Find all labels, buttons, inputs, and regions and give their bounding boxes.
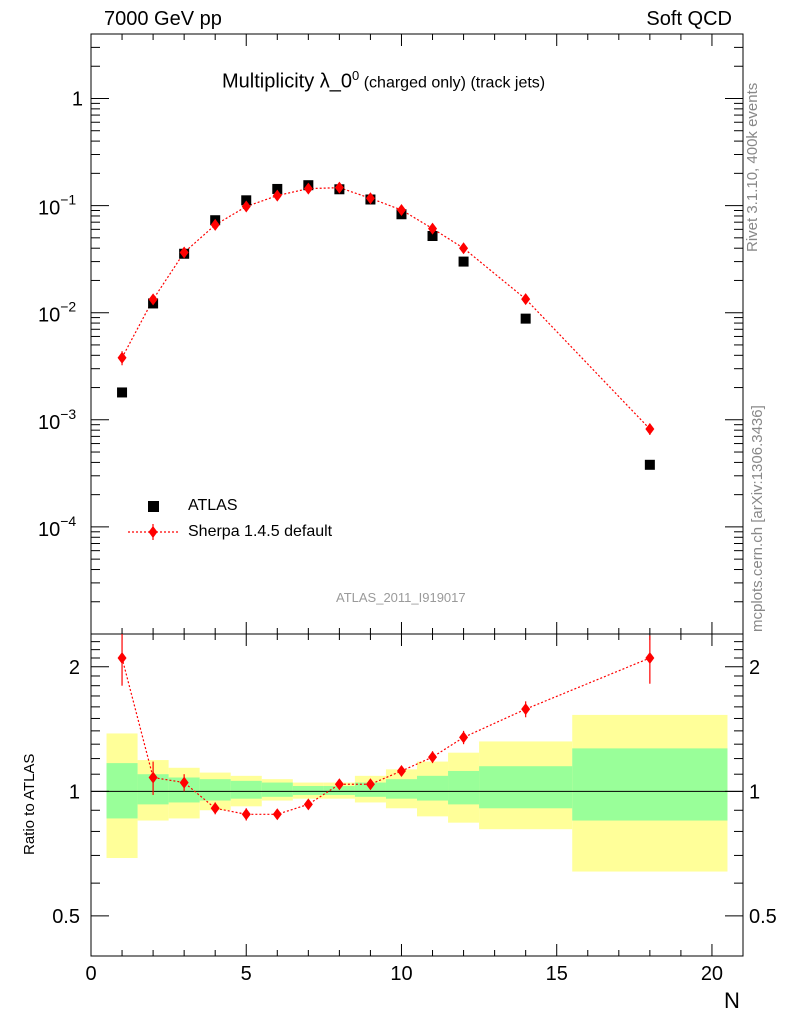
x-tick-label: 15 — [546, 963, 568, 985]
sherpa-point — [365, 192, 375, 205]
legend-sherpa-label: Sherpa 1.4.5 default — [188, 523, 333, 540]
ratio-band-inner — [323, 786, 355, 795]
title-main: Multiplicity λ_0 — [222, 70, 353, 93]
ratio-sherpa-point — [365, 778, 375, 791]
sherpa-point — [272, 189, 282, 202]
sherpa-point — [428, 222, 438, 235]
ratio-band-inner — [292, 786, 324, 795]
sherpa-point — [241, 200, 251, 213]
mcplots-label: mcplots.cern.ch [arXiv:1306.3436] — [749, 405, 766, 632]
sherpa-point — [148, 293, 158, 306]
ratio-y-tick-label-right: 1 — [749, 781, 760, 803]
ratio-y-tick-label: 1 — [69, 781, 80, 803]
ratio-sherpa-point — [521, 703, 531, 716]
atlas-point — [520, 313, 531, 324]
atlas-point — [644, 459, 655, 470]
main-y-tick-labels: 1 10−1 10−2 10−3 10−4 — [38, 88, 83, 540]
ratio-sherpa-point — [428, 751, 438, 764]
ratio-y-tick-labels: 0.5 0.5 1 1 2 2 — [52, 657, 777, 928]
ratio-band-inner — [479, 766, 573, 809]
ratio-sherpa-point — [148, 771, 158, 784]
legend-sherpa-marker-group — [148, 526, 158, 538]
header-right: Soft QCD — [646, 8, 732, 30]
ratio-sherpa-point — [303, 798, 313, 811]
sherpa-points — [117, 181, 655, 436]
x-tick-label: 10 — [390, 963, 412, 985]
title-sup: 0 — [352, 68, 360, 83]
main-frame — [90, 33, 744, 635]
watermark: ATLAS_2011_I919017 — [336, 590, 466, 605]
ratio-band-inner — [106, 763, 138, 819]
ratio-band-inner — [385, 779, 417, 799]
sherpa-point — [117, 351, 127, 364]
x-tick-labels: 0 5 10 15 20 — [85, 963, 723, 985]
atlas-point — [117, 387, 128, 398]
legend-sherpa-marker — [148, 526, 158, 538]
header-left: 7000 GeV pp — [104, 8, 222, 30]
legend-atlas-marker — [148, 501, 159, 512]
main-y-tick-label: 10−3 — [38, 406, 76, 434]
main-y-tick-label: 10−1 — [38, 192, 76, 220]
sherpa-point — [459, 242, 469, 255]
atlas-point — [458, 256, 469, 267]
atlas-points — [117, 180, 655, 470]
ratio-sherpa-point — [179, 776, 189, 789]
ratio-band-inner — [572, 748, 728, 821]
ratio-sherpa-point — [645, 651, 655, 664]
main-y-tick-label: 10−4 — [38, 513, 76, 541]
ratio-sherpa-point — [272, 808, 282, 821]
main-title: Multiplicity λ_00 (charged only) (track … — [222, 68, 545, 94]
ratio-sherpa-point — [210, 802, 220, 815]
x-tick-label: 20 — [701, 963, 723, 985]
ratio-frame — [90, 633, 744, 957]
x-tick-label: 5 — [241, 963, 252, 985]
ratio-band-inner — [261, 782, 293, 797]
rivet-label: Rivet 3.1.10, 400k events — [744, 82, 761, 252]
sherpa-point — [179, 246, 189, 259]
ratio-sherpa-point — [334, 778, 344, 791]
ratio-y-tick-label-right: 0.5 — [749, 906, 777, 928]
legend-atlas-label: ATLAS — [188, 497, 238, 514]
sherpa-point — [645, 423, 655, 436]
x-axis-label: N — [724, 988, 740, 1013]
sherpa-point — [210, 218, 220, 231]
ratio-band-inner — [448, 770, 480, 805]
main-y-ticks — [91, 33, 743, 635]
sherpa-line — [121, 187, 651, 430]
main-y-tick-label: 10−2 — [38, 299, 76, 327]
atlas-point — [272, 183, 283, 194]
ratio-sherpa-point — [117, 651, 127, 664]
legend — [128, 501, 178, 540]
ratio-band-inner — [199, 779, 231, 801]
atlas-point — [427, 231, 438, 242]
ratio-sherpa-line — [121, 657, 651, 815]
ratio-sherpa-point — [396, 764, 406, 777]
atlas-point — [241, 195, 252, 206]
ratio-band-inner — [417, 775, 449, 801]
main-y-tick-label: 1 — [72, 88, 83, 110]
ratio-y-tick-label: 2 — [69, 657, 80, 679]
ratio-sherpa-point — [459, 731, 469, 744]
ratio-bands — [106, 714, 728, 872]
sherpa-point — [521, 293, 531, 306]
ratio-y-tick-label-right: 2 — [749, 657, 760, 679]
ratio-band-inner — [230, 780, 262, 799]
title-rest: (charged only) (track jets) — [359, 74, 546, 92]
sherpa-error-bars — [121, 186, 651, 435]
ratio-sherpa-point — [241, 808, 251, 821]
ratio-sherpa-points — [117, 651, 655, 821]
x-tick-label: 0 — [85, 963, 96, 985]
sherpa-point — [334, 181, 344, 194]
sherpa-point — [303, 182, 313, 195]
ratio-y-tick-label: 0.5 — [52, 906, 80, 928]
ratio-y-axis-label: Ratio to ATLAS — [21, 753, 38, 855]
sherpa-point — [396, 203, 406, 216]
ratio-y-ticks — [91, 633, 743, 957]
